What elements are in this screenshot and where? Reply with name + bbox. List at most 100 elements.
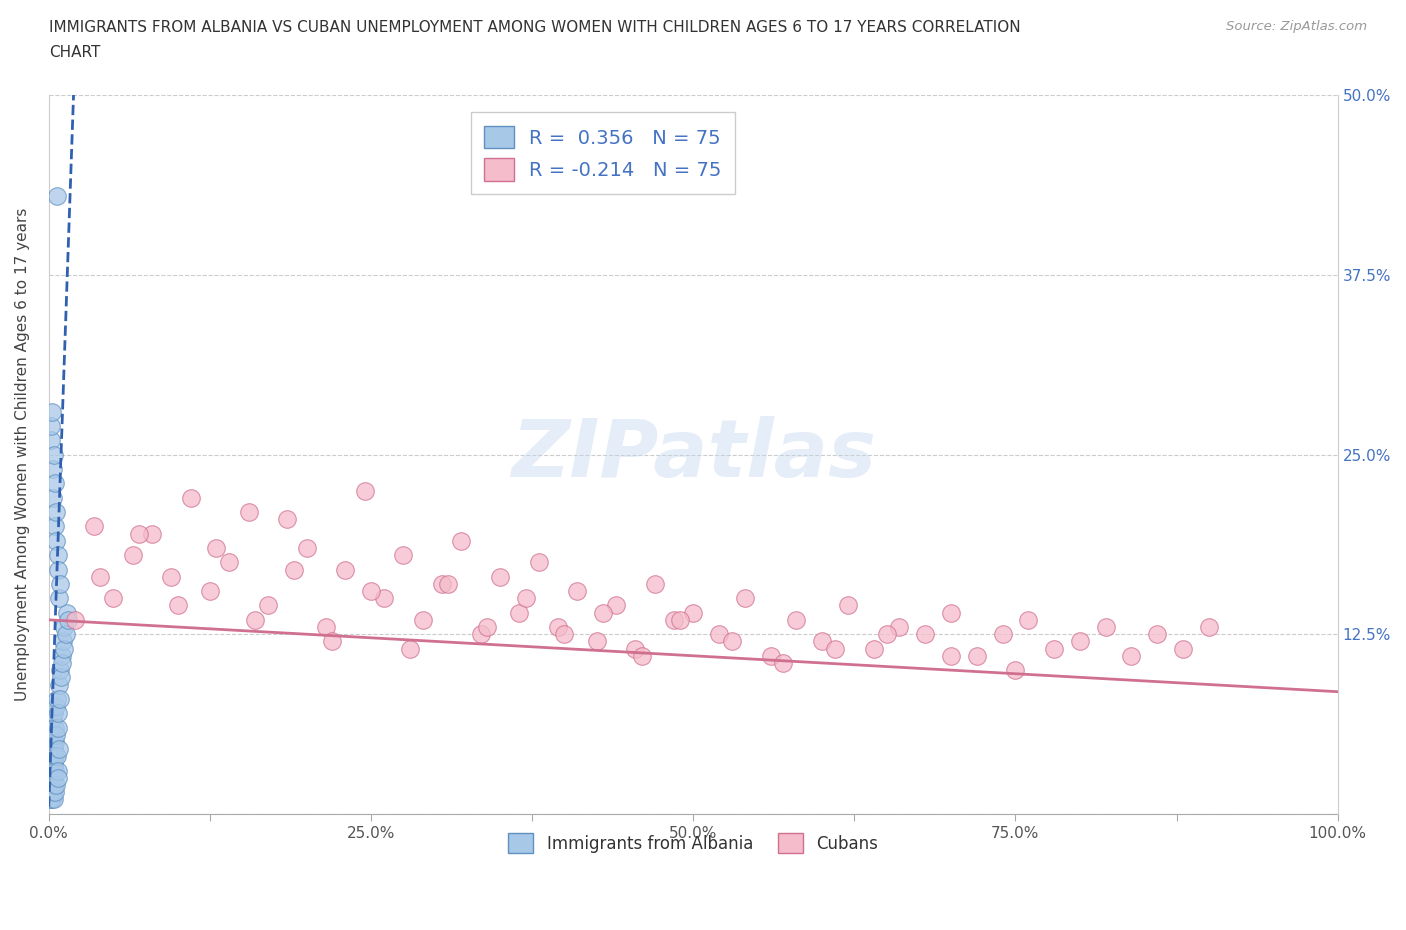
Point <box>198 584 221 599</box>
Point <box>41 749 63 764</box>
Point <box>412 613 434 628</box>
Point <box>605 598 627 613</box>
Point <box>567 584 589 599</box>
Point <box>48 591 70 605</box>
Point <box>45 777 67 792</box>
Point <box>707 627 730 642</box>
Point <box>39 777 62 792</box>
Point <box>45 727 67 742</box>
Point <box>42 447 65 462</box>
Point <box>489 569 512 584</box>
Point <box>295 540 318 555</box>
Point <box>39 749 62 764</box>
Point <box>53 619 76 634</box>
Point <box>44 720 66 735</box>
Point <box>41 770 63 785</box>
Point <box>48 677 70 692</box>
Point <box>644 577 666 591</box>
Point <box>914 627 936 642</box>
Point <box>42 770 65 785</box>
Point <box>41 777 63 792</box>
Point <box>121 548 143 563</box>
Point <box>44 735 66 750</box>
Point <box>238 505 260 520</box>
Point <box>41 713 63 728</box>
Point <box>939 648 962 663</box>
Point <box>837 598 859 613</box>
Point <box>759 648 782 663</box>
Point <box>39 735 62 750</box>
Text: IMMIGRANTS FROM ALBANIA VS CUBAN UNEMPLOYMENT AMONG WOMEN WITH CHILDREN AGES 6 T: IMMIGRANTS FROM ALBANIA VS CUBAN UNEMPLO… <box>49 20 1021 35</box>
Point <box>662 613 685 628</box>
Point <box>624 641 647 656</box>
Point <box>1198 619 1220 634</box>
Point <box>508 605 530 620</box>
Point <box>48 577 70 591</box>
Point <box>42 706 65 721</box>
Point <box>547 619 569 634</box>
Point <box>41 792 63 807</box>
Point <box>49 663 72 678</box>
Point <box>42 785 65 800</box>
Point <box>772 656 794 671</box>
Point <box>46 691 69 706</box>
Point <box>160 569 183 584</box>
Point <box>41 792 63 807</box>
Point <box>41 764 63 778</box>
Point <box>373 591 395 605</box>
Point <box>353 483 375 498</box>
Point <box>1043 641 1066 656</box>
Point <box>55 627 77 642</box>
Point <box>475 619 498 634</box>
Point <box>46 189 69 204</box>
Text: ZIPatlas: ZIPatlas <box>510 416 876 494</box>
Point <box>682 605 704 620</box>
Point <box>430 577 453 591</box>
Point <box>45 505 67 520</box>
Point <box>553 627 575 642</box>
Point <box>321 634 343 649</box>
Point <box>42 764 65 778</box>
Point <box>46 764 69 778</box>
Point <box>315 619 337 634</box>
Point <box>862 641 884 656</box>
Point <box>721 634 744 649</box>
Point <box>44 476 66 491</box>
Point <box>41 777 63 792</box>
Point <box>39 432 62 447</box>
Point <box>669 613 692 628</box>
Point <box>527 555 550 570</box>
Point <box>41 461 63 476</box>
Point <box>38 785 60 800</box>
Point <box>1004 663 1026 678</box>
Point <box>46 548 69 563</box>
Point <box>592 605 614 620</box>
Point <box>360 584 382 599</box>
Point <box>991 627 1014 642</box>
Point <box>437 577 460 591</box>
Point <box>1171 641 1194 656</box>
Point <box>257 598 280 613</box>
Point <box>41 418 63 433</box>
Point <box>41 404 63 418</box>
Point <box>39 764 62 778</box>
Point <box>41 720 63 735</box>
Point <box>48 691 70 706</box>
Point <box>44 519 66 534</box>
Point <box>45 534 67 549</box>
Point <box>1146 627 1168 642</box>
Point <box>1017 613 1039 628</box>
Point <box>283 562 305 577</box>
Point <box>42 792 65 807</box>
Point <box>39 785 62 800</box>
Text: Source: ZipAtlas.com: Source: ZipAtlas.com <box>1226 20 1367 33</box>
Legend: Immigrants from Albania, Cubans: Immigrants from Albania, Cubans <box>502 827 884 859</box>
Point <box>630 648 652 663</box>
Point <box>52 641 75 656</box>
Point <box>398 641 420 656</box>
Point <box>41 749 63 764</box>
Point <box>56 605 79 620</box>
Point <box>824 641 846 656</box>
Point <box>51 656 73 671</box>
Point <box>46 720 69 735</box>
